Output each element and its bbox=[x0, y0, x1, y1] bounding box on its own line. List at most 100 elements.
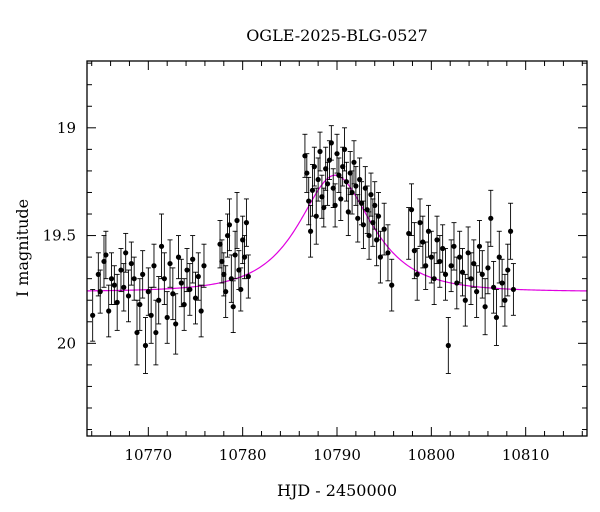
data-point bbox=[302, 133, 308, 178]
data-point bbox=[377, 230, 383, 284]
data-point bbox=[307, 204, 314, 258]
data-point bbox=[431, 252, 437, 305]
data-point bbox=[375, 192, 382, 241]
data-point bbox=[230, 280, 236, 334]
data-point bbox=[493, 288, 500, 346]
data-point bbox=[198, 284, 204, 338]
data-point bbox=[345, 187, 351, 237]
data-point bbox=[507, 202, 514, 260]
data-point bbox=[184, 248, 190, 293]
data-point bbox=[201, 243, 207, 288]
data-point bbox=[485, 241, 491, 295]
chart-title: OGLE-2025-BLG-0527 bbox=[246, 26, 428, 45]
data-point bbox=[131, 256, 137, 301]
data-point bbox=[510, 263, 517, 316]
data-point bbox=[457, 230, 463, 284]
data-point bbox=[328, 125, 334, 161]
data-point bbox=[459, 248, 466, 297]
data-point bbox=[491, 260, 497, 314]
data-point bbox=[232, 230, 238, 280]
data-point bbox=[306, 176, 312, 226]
data-point bbox=[161, 252, 167, 305]
data-point bbox=[151, 243, 157, 288]
data-point bbox=[420, 215, 426, 269]
data-point bbox=[195, 252, 201, 301]
data-point bbox=[372, 181, 378, 230]
data-point bbox=[338, 176, 344, 221]
data-point bbox=[406, 207, 412, 260]
data-point bbox=[417, 198, 423, 247]
data-point bbox=[175, 235, 182, 280]
data-point bbox=[221, 252, 227, 297]
data-point bbox=[123, 232, 129, 273]
data-point bbox=[408, 183, 415, 237]
data-point bbox=[238, 267, 244, 312]
data-point bbox=[474, 265, 480, 318]
data-point bbox=[425, 204, 432, 258]
data-point bbox=[471, 239, 477, 288]
data-point bbox=[236, 250, 242, 290]
data-point bbox=[90, 288, 96, 342]
data-point bbox=[434, 215, 440, 265]
data-point bbox=[505, 243, 511, 297]
data-point bbox=[364, 185, 370, 234]
data-point bbox=[381, 202, 387, 256]
data-point bbox=[128, 241, 134, 286]
data-point bbox=[223, 265, 229, 318]
data-point bbox=[125, 269, 132, 323]
data-point bbox=[140, 250, 146, 299]
data-point bbox=[148, 286, 154, 344]
data-point bbox=[502, 273, 508, 327]
data-point bbox=[153, 299, 159, 366]
data-point bbox=[190, 235, 196, 284]
data-point bbox=[106, 284, 112, 338]
data-point bbox=[137, 278, 143, 331]
data-point bbox=[111, 265, 117, 305]
data-point bbox=[114, 273, 120, 331]
data-point bbox=[476, 220, 483, 273]
data-point bbox=[468, 252, 474, 305]
x-tick-label: 10810 bbox=[502, 446, 550, 464]
axes: 10770 10780 10790 10800 10810 19 19.5 20 bbox=[43, 61, 587, 464]
data-point bbox=[488, 189, 494, 247]
data-point bbox=[134, 299, 140, 366]
y-tick-label: 19.5 bbox=[43, 227, 76, 245]
x-tick-label: 10770 bbox=[124, 446, 172, 464]
y-tick-label: 20 bbox=[57, 334, 76, 352]
data-point bbox=[370, 198, 376, 247]
data-point bbox=[445, 317, 451, 374]
data-point bbox=[414, 248, 420, 301]
data-point bbox=[389, 258, 395, 312]
data-point bbox=[156, 276, 162, 325]
data-points bbox=[90, 125, 517, 374]
plot-frame bbox=[86, 60, 588, 437]
x-tick-label: 10790 bbox=[313, 446, 361, 464]
y-axis-label: I magnitude bbox=[13, 199, 32, 297]
data-point bbox=[224, 213, 231, 258]
data-point bbox=[437, 235, 443, 288]
data-point bbox=[423, 241, 429, 290]
data-point bbox=[226, 198, 233, 252]
data-point bbox=[173, 293, 179, 355]
data-point bbox=[341, 127, 348, 172]
data-point bbox=[164, 291, 170, 344]
data-point bbox=[334, 133, 340, 174]
data-point bbox=[332, 183, 338, 228]
data-point bbox=[178, 258, 184, 308]
data-point bbox=[304, 153, 310, 193]
data-point bbox=[118, 248, 124, 293]
data-point bbox=[319, 174, 325, 219]
data-point bbox=[108, 252, 115, 305]
data-point bbox=[95, 252, 101, 297]
data-point bbox=[355, 194, 361, 243]
data-point bbox=[448, 239, 454, 293]
data-point bbox=[158, 213, 165, 280]
data-point bbox=[142, 317, 149, 374]
data-point bbox=[479, 250, 485, 299]
data-point bbox=[353, 166, 359, 206]
data-point bbox=[145, 267, 151, 316]
data-point bbox=[411, 222, 417, 280]
data-point bbox=[192, 271, 199, 325]
data-point bbox=[243, 198, 250, 247]
